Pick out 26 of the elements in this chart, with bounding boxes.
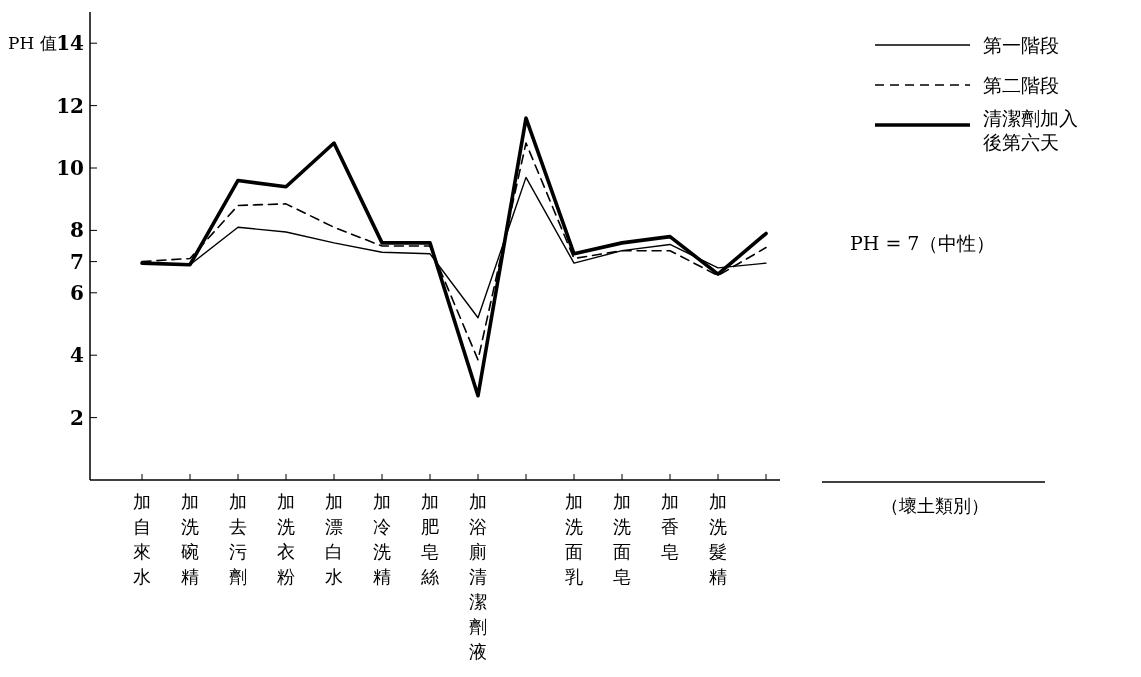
y-tick-label: 8: [70, 218, 84, 243]
legend-label: 第二階段: [983, 73, 1059, 96]
x-tick-label: 加洗衣粉: [277, 491, 295, 587]
x-tick-label: 加肥皂絲: [420, 491, 439, 587]
legend-label: 清潔劑加入後第六天: [983, 107, 1078, 153]
legend-label: 第一階段: [983, 33, 1059, 56]
y-tick-label: 6: [70, 280, 84, 305]
x-tick-label: 加去污劑: [229, 491, 247, 587]
x-tick-label: 加洗面乳: [565, 491, 583, 587]
y-tick-label: 7: [70, 249, 84, 274]
x-tick-label: 加漂白水: [325, 491, 343, 587]
text: PH = 7（中性）: [850, 232, 996, 254]
y-tick-label: 14: [56, 31, 85, 56]
text: （壞土類別）: [881, 495, 989, 516]
x-tick-label: 加香皂: [661, 491, 679, 562]
y-tick-label: 4: [70, 343, 85, 368]
y-tick-label: 10: [56, 156, 84, 180]
x-tick-label: 加浴廁清潔劑液: [469, 491, 487, 662]
y-tick-label: 2: [70, 405, 84, 430]
y-tick-label: 12: [56, 93, 84, 118]
y-axis-title: PH 值: [8, 33, 57, 54]
x-tick-label: 加洗面皂: [613, 491, 631, 587]
x-tick-label: 加洗髮精: [709, 491, 727, 587]
x-tick-label: 加洗碗精: [181, 491, 199, 587]
x-tick-label: 加冷洗精: [373, 491, 391, 587]
x-tick-label: 加自來水: [133, 491, 151, 587]
